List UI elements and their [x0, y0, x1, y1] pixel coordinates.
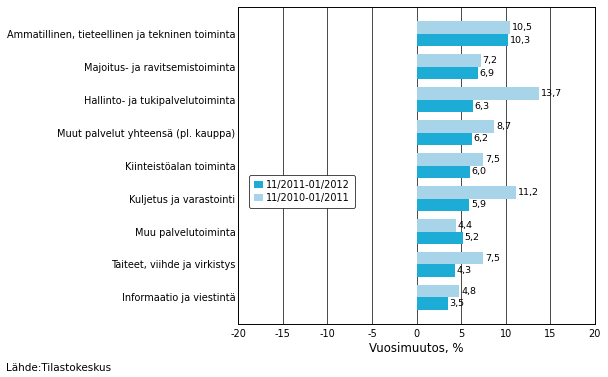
Bar [416, 100, 472, 112]
Bar [416, 219, 456, 231]
Text: 3,5: 3,5 [449, 299, 465, 308]
Text: 6,2: 6,2 [474, 135, 489, 144]
Text: 5,9: 5,9 [471, 200, 486, 209]
Bar [416, 199, 469, 211]
Text: 11,2: 11,2 [518, 188, 539, 197]
Text: 5,2: 5,2 [465, 233, 480, 242]
Bar [416, 186, 516, 199]
Text: 10,5: 10,5 [512, 23, 533, 32]
Text: 13,7: 13,7 [541, 89, 562, 98]
Text: 7,2: 7,2 [483, 56, 497, 65]
X-axis label: Vuosimuutos, %: Vuosimuutos, % [369, 342, 464, 355]
Bar [416, 120, 494, 133]
Text: 6,9: 6,9 [480, 69, 495, 78]
Bar [416, 252, 483, 264]
Text: 6,3: 6,3 [474, 101, 489, 110]
Text: 6,0: 6,0 [472, 167, 487, 176]
Bar [416, 21, 510, 34]
Bar [416, 264, 455, 277]
Bar [416, 231, 463, 244]
Bar [416, 285, 459, 297]
Bar [416, 166, 470, 178]
Text: 4,3: 4,3 [457, 266, 472, 275]
Text: 7,5: 7,5 [485, 155, 500, 164]
Text: 4,8: 4,8 [461, 287, 476, 296]
Bar [416, 153, 483, 166]
Bar [416, 87, 539, 100]
Legend: 11/2011-01/2012, 11/2010-01/2011: 11/2011-01/2012, 11/2010-01/2011 [249, 175, 355, 208]
Bar [416, 54, 481, 67]
Text: 8,7: 8,7 [496, 122, 511, 131]
Bar [416, 67, 478, 79]
Bar [416, 133, 472, 145]
Text: 7,5: 7,5 [485, 254, 500, 263]
Bar [416, 297, 447, 310]
Bar [416, 34, 508, 46]
Text: 10,3: 10,3 [510, 36, 531, 44]
Text: Lähde:Tilastokeskus: Lähde:Tilastokeskus [6, 363, 111, 373]
Text: 4,4: 4,4 [458, 221, 472, 230]
